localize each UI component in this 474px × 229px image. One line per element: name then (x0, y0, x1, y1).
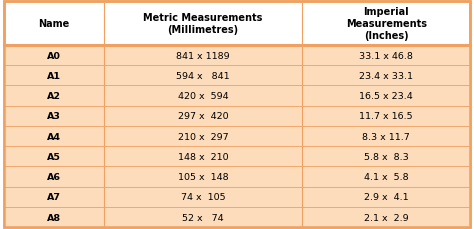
Bar (4, 207, 470, 227)
Text: 841 x 1189: 841 x 1189 (176, 51, 230, 60)
Text: Name: Name (38, 19, 70, 29)
Bar (4, 106, 470, 126)
Text: A6: A6 (47, 172, 61, 181)
Text: 23.4 x 33.1: 23.4 x 33.1 (359, 71, 413, 80)
Text: A2: A2 (47, 92, 61, 101)
Text: 148 x  210: 148 x 210 (178, 152, 228, 161)
Text: 4.1 x  5.8: 4.1 x 5.8 (364, 172, 409, 181)
Bar (4, 126, 470, 147)
Text: Imperial
Measurements
(Inches): Imperial Measurements (Inches) (346, 7, 427, 40)
Text: 11.7 x 16.5: 11.7 x 16.5 (359, 112, 413, 121)
Text: A4: A4 (47, 132, 61, 141)
Text: 210 x  297: 210 x 297 (178, 132, 228, 141)
Bar (4, 147, 470, 167)
Text: Metric Measurements
(Millimetres): Metric Measurements (Millimetres) (144, 13, 263, 35)
Text: A7: A7 (47, 192, 61, 202)
Text: A0: A0 (47, 51, 61, 60)
Text: A3: A3 (47, 112, 61, 121)
Bar (4, 187, 470, 207)
Text: 5.8 x  8.3: 5.8 x 8.3 (364, 152, 409, 161)
Bar (4, 46, 470, 66)
Text: 16.5 x 23.4: 16.5 x 23.4 (359, 92, 413, 101)
Text: A8: A8 (47, 213, 61, 222)
Bar (4, 86, 470, 106)
Text: 594 x   841: 594 x 841 (176, 71, 230, 80)
Bar (4, 66, 470, 86)
Text: 105 x  148: 105 x 148 (178, 172, 228, 181)
Text: A5: A5 (47, 152, 61, 161)
Text: 74 x  105: 74 x 105 (181, 192, 226, 202)
Text: 297 x  420: 297 x 420 (178, 112, 228, 121)
Text: 33.1 x 46.8: 33.1 x 46.8 (359, 51, 413, 60)
Text: 420 x  594: 420 x 594 (178, 92, 228, 101)
Bar (4, 167, 470, 187)
Text: 52 x   74: 52 x 74 (182, 213, 224, 222)
Text: 2.1 x  2.9: 2.1 x 2.9 (364, 213, 409, 222)
Text: 8.3 x 11.7: 8.3 x 11.7 (363, 132, 410, 141)
Text: A1: A1 (47, 71, 61, 80)
Text: 2.9 x  4.1: 2.9 x 4.1 (364, 192, 409, 202)
